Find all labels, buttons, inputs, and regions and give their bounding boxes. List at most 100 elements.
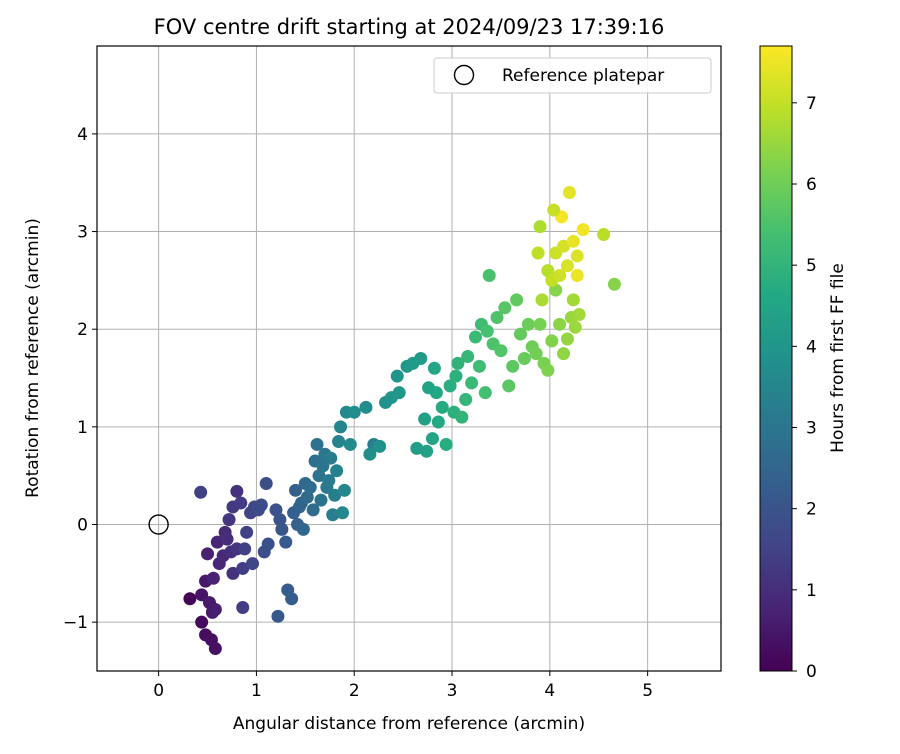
y-tick-label: 1 — [77, 418, 88, 438]
data-point — [273, 513, 287, 527]
data-point — [230, 484, 244, 498]
data-point — [240, 525, 254, 539]
data-point — [531, 246, 545, 260]
legend-marker-icon — [453, 64, 475, 86]
data-point — [303, 480, 317, 494]
data-point — [306, 503, 320, 517]
data-point — [347, 405, 361, 419]
data-point — [607, 277, 621, 291]
data-point — [222, 513, 236, 527]
data-point — [557, 239, 571, 253]
data-point — [533, 220, 547, 234]
data-point — [414, 352, 428, 365]
data-point — [498, 301, 512, 315]
data-point — [443, 379, 457, 393]
data-point — [208, 642, 222, 656]
data-point — [312, 469, 326, 483]
colorbar-tick-label: 5 — [806, 256, 817, 276]
data-point — [220, 532, 234, 546]
data-point — [285, 592, 299, 606]
colorbar-label: Hours from first FF file — [828, 263, 848, 453]
axis-ticks: 0 1 2 3 4 5 −1 0 1 2 3 4 — [63, 125, 653, 701]
x-tick-label: 2 — [349, 681, 360, 701]
data-point — [261, 537, 275, 551]
data-point — [210, 535, 224, 549]
data-point — [420, 444, 434, 458]
data-point — [572, 308, 586, 322]
data-point — [236, 601, 250, 615]
data-point — [238, 542, 252, 556]
colorbar-tick-label: 1 — [806, 581, 817, 601]
data-point — [506, 359, 520, 373]
y-tick-label: 4 — [77, 125, 88, 145]
colorbar-tick-label: 2 — [806, 500, 817, 520]
data-point — [435, 400, 449, 414]
data-point — [324, 451, 338, 465]
data-point — [373, 439, 387, 453]
colorbar — [759, 45, 793, 672]
data-point — [597, 227, 611, 241]
data-point — [271, 609, 285, 623]
data-point — [246, 557, 260, 571]
data-point — [418, 412, 432, 426]
data-point — [296, 522, 310, 536]
plot-frame — [96, 45, 722, 672]
data-point — [330, 464, 344, 478]
data-point — [570, 268, 584, 282]
data-point — [439, 437, 453, 451]
x-axis-label: Angular distance from reference (arcmin) — [233, 714, 585, 734]
y-tick-label: 0 — [77, 516, 88, 536]
data-point — [328, 488, 342, 502]
data-point — [332, 435, 346, 449]
data-point — [289, 483, 303, 497]
data-point — [535, 293, 549, 307]
data-point — [469, 330, 483, 344]
data-point — [269, 503, 283, 517]
legend-entry: Reference platepar — [502, 66, 664, 86]
data-point — [560, 332, 574, 346]
data-point — [478, 386, 492, 400]
data-point — [521, 317, 535, 331]
data-point — [541, 264, 555, 278]
data-point — [201, 547, 215, 561]
data-point — [234, 496, 248, 510]
data-point — [510, 293, 524, 307]
data-point — [459, 393, 473, 407]
data-point — [343, 437, 357, 451]
data-point — [566, 293, 580, 307]
data-point — [183, 592, 197, 606]
colorbar-tick-label: 0 — [806, 662, 817, 682]
reference-point-marker — [148, 514, 169, 535]
data-point — [455, 410, 469, 424]
chart-title: FOV centre drift starting at 2024/09/23 … — [154, 15, 665, 39]
x-tick-label: 4 — [544, 681, 555, 701]
x-tick-label: 1 — [251, 681, 262, 701]
colorbar-tick-label: 3 — [806, 418, 817, 438]
y-tick-label: −1 — [63, 613, 88, 633]
data-point — [541, 363, 555, 377]
data-point — [545, 334, 559, 348]
data-point — [553, 268, 567, 282]
data-point — [568, 320, 582, 334]
data-point — [431, 415, 445, 429]
y-tick-label: 3 — [77, 223, 88, 243]
reference-layer — [148, 514, 169, 535]
data-point — [310, 437, 324, 451]
data-points — [183, 185, 621, 656]
data-point — [494, 344, 508, 358]
data-point — [359, 400, 373, 414]
colorbar-tick-label: 6 — [806, 175, 817, 195]
data-point — [322, 474, 336, 488]
data-point — [451, 356, 465, 370]
data-point — [208, 602, 222, 616]
x-tick-label: 5 — [642, 681, 653, 701]
colorbar-ticks: 0 1 2 3 4 5 6 7 — [792, 94, 817, 682]
data-point — [502, 379, 516, 393]
data-point — [490, 310, 504, 324]
y-axis-label: Rotation from reference (arcmin) — [23, 218, 43, 498]
data-point — [547, 203, 561, 217]
data-point — [429, 386, 443, 400]
data-point — [300, 490, 314, 504]
